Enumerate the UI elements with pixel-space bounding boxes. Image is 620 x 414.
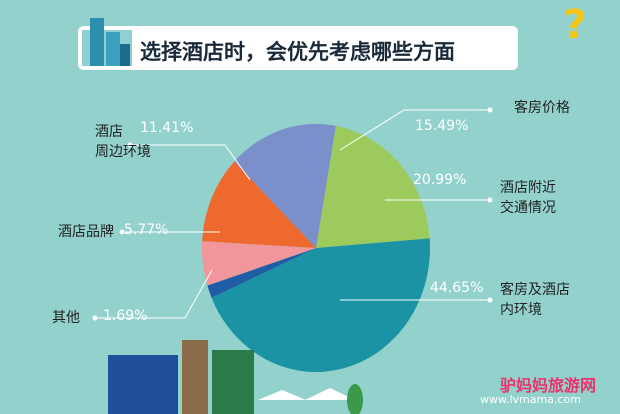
building-icon <box>82 18 132 66</box>
buildings <box>108 340 363 414</box>
value-label: 20.99% <box>413 172 467 188</box>
pie <box>201 123 430 373</box>
pie-slice <box>234 123 336 248</box>
value-label: 5.77% <box>124 222 169 238</box>
value-label: 11.41% <box>140 120 194 136</box>
category-label: 客房价格 <box>514 100 570 116</box>
leader-lines <box>92 107 493 321</box>
value-label: 15.49% <box>415 118 469 134</box>
category-label: 酒店 周边环境 <box>95 124 151 160</box>
category-label: 客房及酒店 内环境 <box>500 282 570 318</box>
category-label: 其他 <box>52 310 80 326</box>
value-label: 1.69% <box>103 308 148 324</box>
category-label: 酒店附近 交通情况 <box>500 180 556 216</box>
pie-slice <box>316 125 430 248</box>
pie-slice <box>202 161 316 248</box>
pie-slice <box>211 238 430 373</box>
title-banner <box>78 26 518 70</box>
value-label: 44.65% <box>430 280 484 296</box>
pie-slice <box>201 241 316 286</box>
question-mark: ? <box>563 2 586 48</box>
url: www.lvmama.com <box>480 393 581 406</box>
pie-slice <box>207 248 316 298</box>
category-label: 酒店品牌 <box>58 224 114 240</box>
brand: 驴妈妈旅游网 <box>500 376 597 395</box>
chart-title: 选择酒店时，会优先考虑哪些方面 <box>140 40 455 64</box>
